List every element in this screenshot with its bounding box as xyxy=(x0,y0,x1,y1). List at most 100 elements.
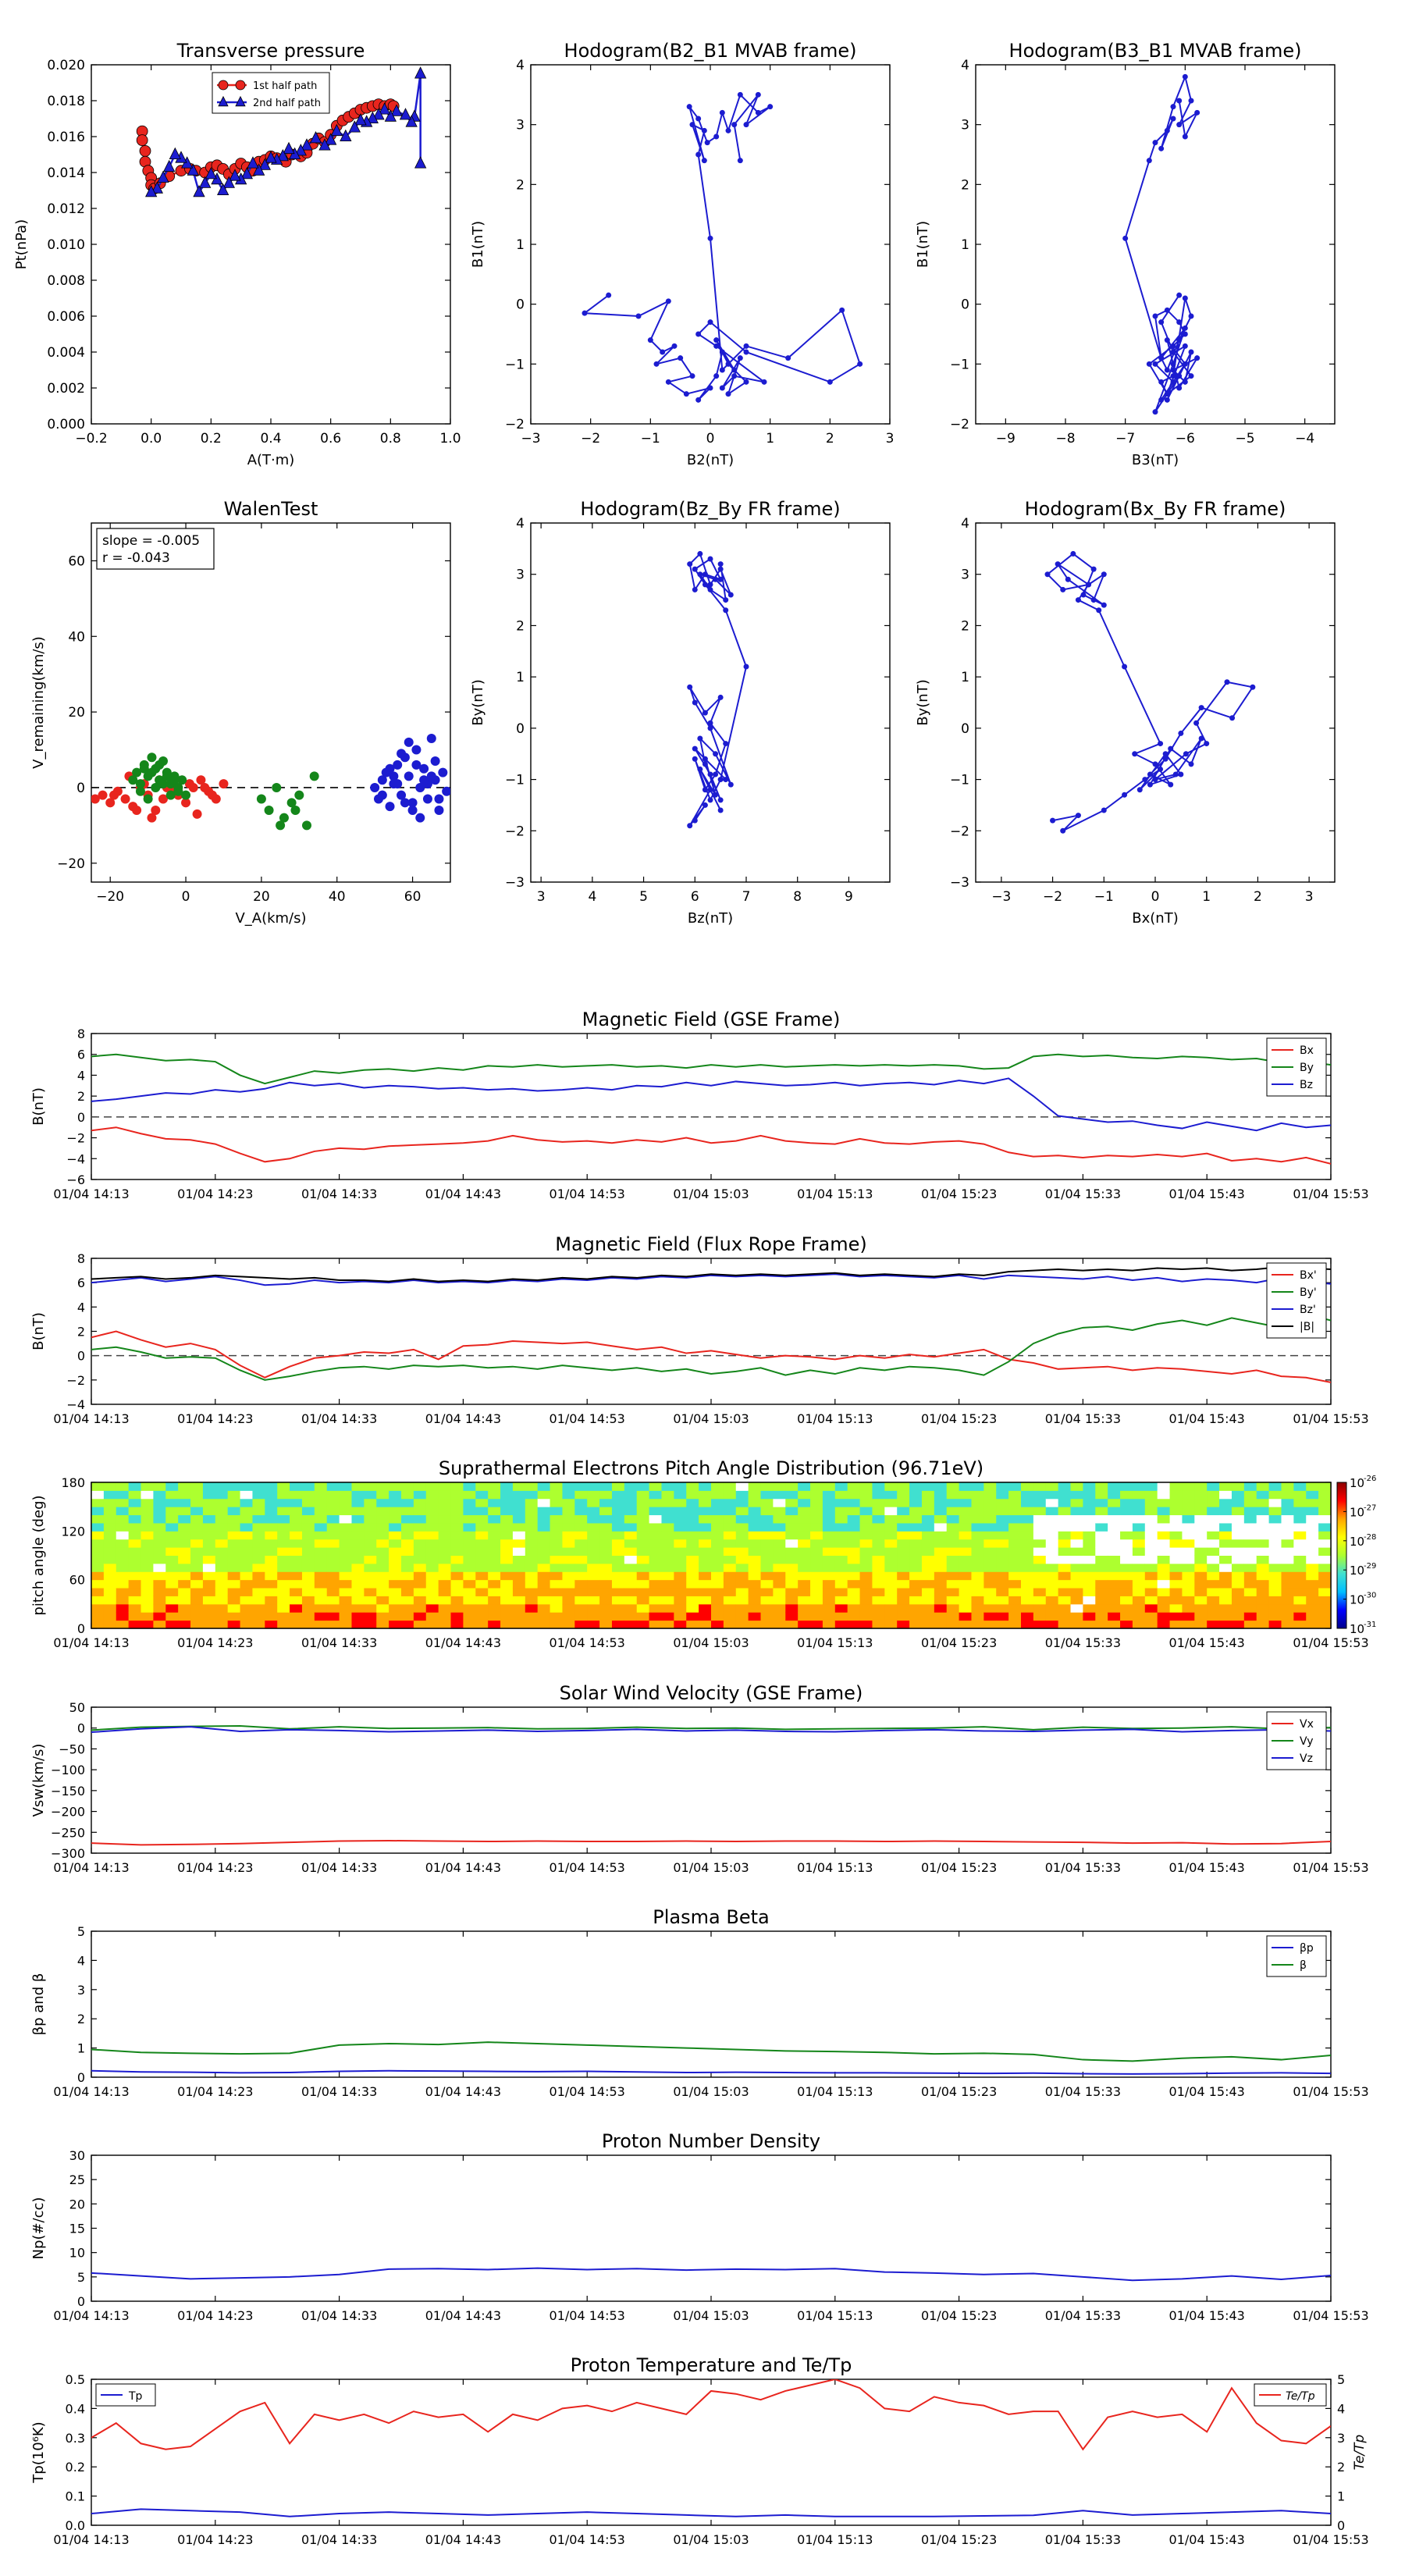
legend-label: |B| xyxy=(1300,1321,1314,1333)
heatmap-cell xyxy=(1157,1531,1171,1540)
heatmap-cell xyxy=(686,1588,699,1596)
heatmap-cell xyxy=(872,1603,885,1613)
data-point xyxy=(1152,313,1158,319)
data-point xyxy=(173,786,183,796)
bfr-title: Magnetic Field (Flux Rope Frame) xyxy=(555,1233,866,1255)
heatmap-cell xyxy=(463,1531,476,1540)
heatmap-cell xyxy=(674,1555,687,1564)
legend-box xyxy=(212,72,330,114)
y-tick-label: 4 xyxy=(77,1953,85,1968)
data-point xyxy=(1158,741,1164,747)
heatmap-cell xyxy=(1318,1547,1331,1556)
y-tick-label: 3 xyxy=(516,568,525,583)
heatmap-cell xyxy=(1157,1571,1171,1581)
heatmap-cell xyxy=(1318,1531,1331,1540)
heatmap-cell xyxy=(1132,1547,1146,1556)
heatmap-cell xyxy=(277,1531,290,1540)
heatmap-cell xyxy=(376,1522,389,1532)
heatmap-cell xyxy=(1132,1539,1146,1548)
heatmap-cell xyxy=(909,1588,923,1596)
y2-tick-label: 0 xyxy=(1337,2518,1345,2533)
x-tick-label: 3 xyxy=(1305,889,1314,905)
heatmap-cell xyxy=(413,1612,427,1621)
heatmap-cell xyxy=(240,1563,253,1572)
heatmap-cell xyxy=(1144,1522,1158,1532)
heatmap-cell xyxy=(649,1498,662,1507)
heatmap-cell xyxy=(165,1498,179,1507)
heatmap-cell xyxy=(202,1507,216,1516)
heatmap-cell xyxy=(674,1603,687,1613)
heatmap-cell xyxy=(723,1596,737,1605)
heatmap-cell xyxy=(587,1482,600,1491)
heatmap-cell xyxy=(512,1555,526,1564)
heatmap-cell xyxy=(1194,1507,1208,1516)
y-tick-label: 0 xyxy=(77,1721,85,1736)
heatmap-cell xyxy=(1083,1563,1096,1572)
heatmap-cell xyxy=(450,1507,464,1516)
data-point xyxy=(181,798,191,808)
heatmap-cell xyxy=(314,1490,328,1500)
heatmap-cell xyxy=(959,1596,972,1605)
heatmap-cell xyxy=(1045,1507,1059,1516)
heatmap-cell xyxy=(512,1603,526,1613)
legend-label: Bx' xyxy=(1300,1269,1317,1282)
heatmap-cell xyxy=(699,1482,712,1491)
heatmap-cell xyxy=(872,1571,885,1581)
heatmap-cell xyxy=(252,1588,265,1596)
heatmap-cell xyxy=(971,1531,984,1540)
heatmap-cell xyxy=(686,1498,699,1507)
heatmap-cell xyxy=(512,1507,526,1516)
x-tick-label: 01/04 14:23 xyxy=(177,2084,253,2099)
heatmap-cell xyxy=(1157,1498,1171,1507)
heatmap-cell xyxy=(1293,1482,1307,1491)
heatmap-cell xyxy=(636,1612,650,1621)
heatmap-cell xyxy=(1169,1522,1183,1532)
legend-label: β xyxy=(1300,1959,1307,1972)
heatmap-cell xyxy=(1021,1571,1034,1581)
h2-title: Hodogram(B3_B1 MVAB frame) xyxy=(1009,40,1302,62)
heatmap-cell xyxy=(240,1620,253,1628)
heatmap-cell xyxy=(1144,1579,1158,1589)
heatmap-cell xyxy=(537,1620,551,1628)
heatmap-cell xyxy=(798,1507,811,1516)
data-point xyxy=(1090,597,1097,603)
heatmap-cell xyxy=(1194,1579,1208,1589)
heatmap-cell xyxy=(1256,1588,1270,1596)
heatmap-cell xyxy=(711,1539,724,1548)
heatmap-cell xyxy=(611,1539,625,1548)
tp-ylabel: Pt(nPa) xyxy=(13,219,30,269)
heatmap-cell xyxy=(401,1539,414,1548)
y-tick-label: −1 xyxy=(505,773,525,788)
heatmap-cell xyxy=(140,1596,154,1605)
heatmap-cell xyxy=(984,1531,997,1540)
heatmap-cell xyxy=(872,1514,885,1524)
annotation-line: r = -0.043 xyxy=(102,550,170,566)
heatmap-cell xyxy=(785,1603,799,1613)
heatmap-cell xyxy=(1182,1603,1195,1613)
heatmap-cell xyxy=(290,1522,303,1532)
heatmap-cell xyxy=(488,1498,501,1507)
y-tick-label: −3 xyxy=(505,875,525,891)
data-point xyxy=(1194,109,1200,116)
heatmap-cell xyxy=(661,1588,674,1596)
data-point xyxy=(1182,379,1188,385)
heatmap-cell xyxy=(153,1539,166,1548)
heatmap-cell xyxy=(1045,1588,1059,1596)
data-point xyxy=(1182,343,1188,349)
heatmap-cell xyxy=(364,1563,377,1572)
heatmap-cell xyxy=(1083,1588,1096,1596)
heatmap-cell xyxy=(1144,1588,1158,1596)
heatmap-cell xyxy=(376,1571,389,1581)
heatmap-cell xyxy=(277,1603,290,1613)
data-point xyxy=(1170,379,1176,385)
h3-ylabel: By(nT) xyxy=(470,679,486,725)
heatmap-cell xyxy=(1207,1555,1220,1564)
data-point xyxy=(692,756,698,762)
heatmap-cell xyxy=(277,1514,290,1524)
x-tick-label: 01/04 14:13 xyxy=(53,2532,129,2547)
heatmap-cell xyxy=(1045,1596,1059,1605)
heatmap-cell xyxy=(735,1579,749,1589)
x-tick-label: 01/04 15:43 xyxy=(1169,2308,1245,2323)
heatmap-cell xyxy=(525,1498,539,1507)
heatmap-cell xyxy=(934,1539,948,1548)
